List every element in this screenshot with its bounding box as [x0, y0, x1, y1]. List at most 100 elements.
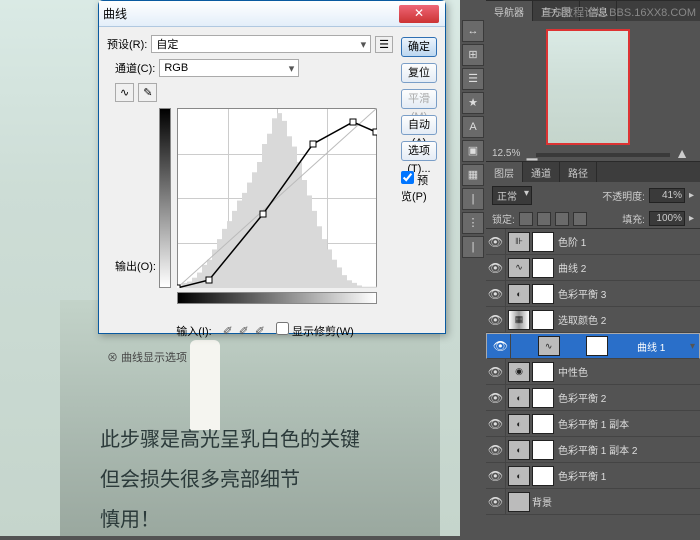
layer-row[interactable]: 👁◐色彩平衡 3: [486, 281, 700, 307]
preset-select[interactable]: 自定: [151, 35, 371, 53]
layer-thumb[interactable]: ◐: [508, 440, 530, 460]
visibility-icon[interactable]: 👁: [486, 463, 506, 488]
navigator-thumbnail[interactable]: [546, 29, 630, 145]
layer-name: 背景: [532, 494, 552, 509]
close-button[interactable]: ✕: [399, 5, 439, 23]
layer-thumb[interactable]: [508, 492, 530, 512]
layer-mask[interactable]: [532, 232, 554, 252]
layer-mask[interactable]: [532, 284, 554, 304]
eyedropper-white-icon[interactable]: ✐: [255, 324, 265, 338]
tool-icon-3[interactable]: ★: [462, 92, 484, 114]
curve-editor[interactable]: 输出(O):: [155, 108, 393, 308]
layer-mask[interactable]: [532, 388, 554, 408]
layer-row[interactable]: 👁∿曲线 2: [486, 255, 700, 281]
layer-thumb[interactable]: ◉: [508, 362, 530, 382]
ok-button[interactable]: 确定: [401, 37, 437, 57]
layer-name: 色阶 1: [558, 234, 586, 249]
layer-thumb[interactable]: ▦: [508, 310, 530, 330]
channel-select[interactable]: RGB: [159, 59, 299, 77]
layer-row[interactable]: 👁◉中性色: [486, 359, 700, 385]
dialog-title: 曲线: [103, 5, 127, 22]
auto-button[interactable]: 自动(A): [401, 115, 437, 135]
channel-label: 通道(C):: [115, 60, 155, 76]
layer-row[interactable]: 👁 背景: [486, 489, 700, 515]
visibility-icon[interactable]: 👁: [486, 359, 506, 384]
reset-button[interactable]: 复位: [401, 63, 437, 83]
layers-list: 👁⊪色阶 1👁∿曲线 2👁◐色彩平衡 3👁▦选取颜色 2👁∿曲线 1👁◉中性色👁…: [486, 229, 700, 539]
visibility-icon[interactable]: 👁: [486, 411, 506, 436]
panels-area: ↔⊞☰★A▣▦|⋮| 导航器直方图信息 12.5% ▁ ▲ 图层通道路径 正常 …: [460, 0, 700, 536]
visibility-icon[interactable]: 👁: [486, 255, 506, 280]
layer-tab-0[interactable]: 图层: [486, 162, 523, 182]
visibility-icon[interactable]: 👁: [486, 229, 506, 254]
lock-pixels-icon[interactable]: [537, 212, 551, 226]
layer-thumb[interactable]: ◐: [508, 414, 530, 434]
blend-mode-select[interactable]: 正常: [492, 186, 532, 205]
tool-icon-5[interactable]: ▣: [462, 140, 484, 162]
layer-tab-1[interactable]: 通道: [523, 162, 560, 182]
tool-icon-6[interactable]: ▦: [462, 164, 484, 186]
lock-pos-icon[interactable]: [555, 212, 569, 226]
layer-thumb[interactable]: ◐: [508, 388, 530, 408]
curve-display-options[interactable]: ⊗ 曲线显示选项: [107, 345, 393, 369]
preset-label: 预设(R):: [107, 36, 147, 52]
layer-row[interactable]: 👁⊪ 色阶 1: [486, 229, 700, 255]
visibility-icon[interactable]: 👁: [486, 385, 506, 410]
layer-mask[interactable]: [532, 310, 554, 330]
layer-mask[interactable]: [586, 336, 608, 356]
layer-name: 色彩平衡 1: [558, 468, 606, 483]
layer-mask[interactable]: [532, 466, 554, 486]
layer-tab-2[interactable]: 路径: [560, 162, 597, 182]
show-clipping-checkbox[interactable]: 显示修剪(W): [276, 326, 354, 338]
opacity-flyout-icon[interactable]: ▸: [689, 190, 694, 201]
tool-icon-9[interactable]: |: [462, 236, 484, 258]
opacity-input[interactable]: 41%: [649, 188, 685, 203]
photo-annotation: 此步骤是高光呈乳白色的关键 但会损失很多亮部细节 慎用！: [100, 420, 360, 540]
dialog-titlebar[interactable]: 曲线 ✕: [99, 1, 445, 27]
visibility-icon[interactable]: 👁: [486, 307, 506, 332]
layer-thumb[interactable]: ∿: [538, 336, 560, 356]
nav-tab-0[interactable]: 导航器: [486, 1, 533, 21]
layer-thumb[interactable]: ◐: [508, 284, 530, 304]
layer-row[interactable]: 👁▦ 选取颜色 2: [486, 307, 700, 333]
layer-mask[interactable]: [532, 414, 554, 434]
tool-icon-0[interactable]: ↔: [462, 20, 484, 42]
layer-row[interactable]: 👁◐ 色彩平衡 1: [486, 463, 700, 489]
tool-icon-1[interactable]: ⊞: [462, 44, 484, 66]
layer-thumb[interactable]: ◐: [508, 466, 530, 486]
layer-row[interactable]: 👁∿曲线 1: [486, 333, 700, 359]
lock-trans-icon[interactable]: [519, 212, 533, 226]
layer-thumb[interactable]: ⊪: [508, 232, 530, 252]
curve-tool-icon[interactable]: ∿: [115, 83, 134, 102]
preview-checkbox[interactable]: 预览(P): [401, 171, 437, 204]
opacity-label: 不透明度:: [602, 188, 645, 203]
tool-icon-4[interactable]: A: [462, 116, 484, 138]
visibility-icon[interactable]: 👁: [486, 489, 506, 514]
photo-line1: 此步骤是高光呈乳白色的关键: [100, 420, 360, 460]
layer-mask[interactable]: [532, 440, 554, 460]
layer-row[interactable]: 👁◐色彩平衡 1 副本: [486, 411, 700, 437]
fill-input[interactable]: 100%: [649, 211, 685, 226]
layer-name: 选取颜色 2: [558, 312, 606, 327]
preset-menu-icon[interactable]: ☰: [375, 36, 393, 53]
pencil-tool-icon[interactable]: ✎: [138, 83, 157, 102]
tool-icon-8[interactable]: ⋮: [462, 212, 484, 234]
lock-all-icon[interactable]: [573, 212, 587, 226]
tool-icon-2[interactable]: ☰: [462, 68, 484, 90]
tool-icon-7[interactable]: |: [462, 188, 484, 210]
eyedropper-gray-icon[interactable]: ✐: [239, 324, 249, 338]
zoom-slider[interactable]: [536, 153, 670, 157]
navigator-body[interactable]: 12.5% ▁ ▲: [486, 21, 700, 161]
layer-thumb[interactable]: ∿: [508, 258, 530, 278]
options-button[interactable]: 选项(T)...: [401, 141, 437, 161]
eyedropper-black-icon[interactable]: ✐: [223, 324, 233, 338]
fill-flyout-icon[interactable]: ▸: [689, 213, 694, 224]
zoom-in-icon[interactable]: ▲: [674, 145, 690, 161]
layer-row[interactable]: 👁◐色彩平衡 1 副本 2: [486, 437, 700, 463]
visibility-icon[interactable]: 👁: [486, 437, 506, 462]
layer-row[interactable]: 👁◐色彩平衡 2: [486, 385, 700, 411]
visibility-icon[interactable]: 👁: [486, 281, 506, 306]
layer-mask[interactable]: [532, 258, 554, 278]
visibility-icon[interactable]: 👁: [491, 334, 511, 358]
layer-mask[interactable]: [532, 362, 554, 382]
